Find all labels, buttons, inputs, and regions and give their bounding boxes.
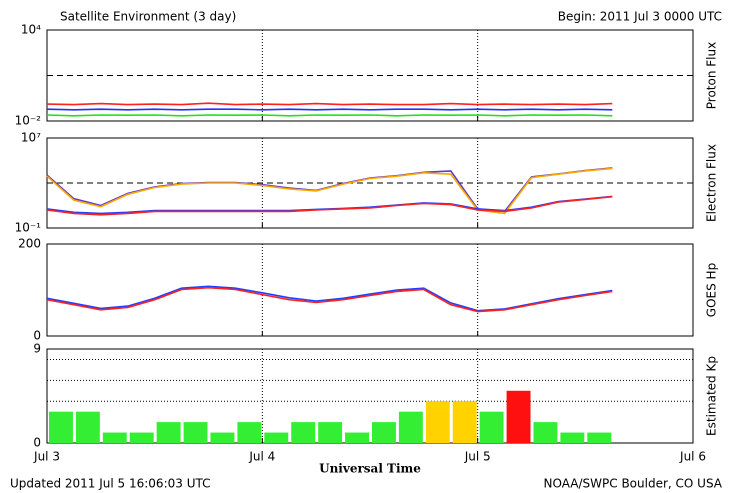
x-tick-label: Jul 6: [679, 450, 706, 464]
bar: [183, 422, 208, 443]
bar: [560, 432, 585, 443]
y-axis-label: Electron Flux: [705, 144, 719, 222]
data-line: [46, 102, 613, 106]
data-line: [46, 286, 613, 313]
y-axis-label: Proton Flux: [705, 42, 719, 109]
data-line: [46, 114, 613, 117]
bar: [75, 411, 100, 443]
x-axis-label: Universal Time: [319, 462, 421, 476]
updated: Updated 2011 Jul 5 16:06:03 UTC: [10, 477, 210, 491]
y-tick-label: 10⁻¹: [15, 221, 42, 235]
data-line: [46, 195, 613, 216]
x-tick-label: Jul 4: [248, 450, 275, 464]
bar: [237, 422, 262, 443]
y-axis-label: Estimated Kp: [705, 356, 719, 436]
y-tick-label: 9: [33, 342, 41, 356]
bar: [398, 411, 423, 443]
x-tick-label: Jul 5: [464, 450, 491, 464]
bar: [506, 390, 531, 443]
y-tick-label: 200: [18, 237, 41, 251]
data-line: [46, 167, 613, 215]
panel-frame: [46, 348, 694, 444]
y-tick-label: 10⁴: [21, 23, 41, 37]
y-tick-label: 0: [33, 436, 41, 450]
bar: [533, 422, 558, 443]
bar: [318, 422, 343, 443]
bar: [156, 422, 181, 443]
bar: [264, 432, 289, 443]
panel-frame: [46, 243, 694, 337]
bar: [425, 401, 450, 443]
bar: [345, 432, 369, 443]
y-tick-label: 10⁷: [21, 131, 41, 145]
credit: NOAA/SWPC Boulder, CO USA: [544, 477, 723, 491]
y-tick-label: 10⁻²: [15, 114, 42, 128]
begin-time: Begin: 2011 Jul 3 0000 UTC: [558, 10, 722, 24]
bar: [479, 411, 504, 443]
bar: [49, 411, 73, 443]
bar: [129, 432, 154, 443]
y-axis-label: GOES Hp: [705, 263, 719, 317]
bar: [210, 432, 235, 443]
chart-title: Satellite Environment (3 day): [60, 10, 236, 24]
data-line: [46, 285, 613, 312]
x-tick-label: Jul 3: [33, 450, 60, 464]
bar: [372, 422, 396, 443]
bar: [291, 422, 316, 443]
bar: [102, 432, 127, 443]
bar: [587, 432, 612, 443]
y-tick-label: 0: [33, 329, 41, 343]
bar: [452, 401, 477, 443]
data-line: [46, 108, 613, 111]
